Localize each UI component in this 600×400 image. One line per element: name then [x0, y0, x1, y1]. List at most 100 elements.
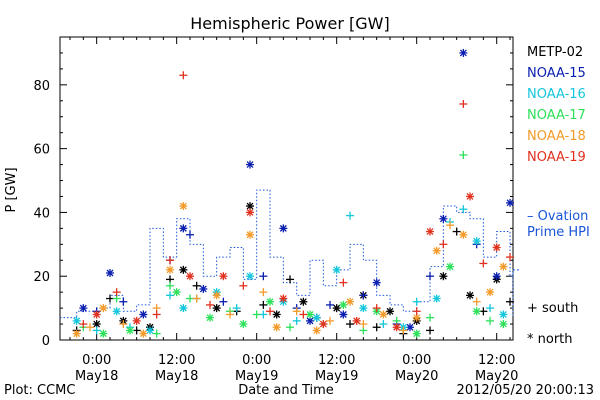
data-point [339, 310, 348, 319]
star-d2 [413, 314, 421, 322]
data-point [292, 307, 301, 316]
data-point [192, 281, 201, 290]
data-point [492, 243, 501, 252]
data-point [359, 291, 368, 300]
data-point [452, 227, 461, 236]
data-point [332, 304, 341, 313]
star-d2 [373, 279, 381, 287]
data-point [139, 310, 148, 319]
ovation-series [60, 189, 521, 319]
data-point [412, 297, 421, 306]
data-point [286, 323, 295, 332]
star-d2 [493, 272, 501, 280]
x-axis-label: Date and Time [238, 383, 334, 398]
data-point [272, 323, 281, 332]
data-point [339, 278, 348, 287]
star-d2 [73, 317, 81, 325]
star-d2 [139, 311, 147, 318]
star-d2 [473, 237, 481, 245]
data-point [319, 320, 328, 329]
data-point [426, 272, 435, 281]
data-point [259, 288, 268, 297]
data-point [432, 246, 441, 255]
y-tick-label: 0 [42, 334, 50, 349]
star-d2 [486, 288, 494, 296]
data-point [499, 262, 508, 271]
data-point [326, 300, 335, 309]
y-axis-label: P [GW] [4, 167, 19, 212]
data-point [172, 288, 181, 297]
star-d2 [459, 49, 467, 57]
data-point [179, 265, 188, 274]
data-point [119, 320, 128, 329]
data-point [299, 310, 308, 319]
data-point [506, 198, 515, 207]
data-point [246, 230, 255, 239]
data-point [279, 294, 288, 303]
data-point [499, 310, 508, 319]
star-d2 [99, 330, 107, 338]
star-d2 [466, 193, 474, 200]
data-point [472, 307, 481, 316]
y-tick-label: 40 [33, 206, 50, 221]
star-d2 [206, 314, 214, 322]
data-point [106, 294, 115, 303]
data-point [459, 99, 468, 108]
legend-entry: NOAA-15 [527, 66, 586, 81]
data-point [439, 240, 448, 249]
data-point [359, 320, 368, 329]
data-point [459, 230, 468, 239]
star-d2 [379, 311, 387, 318]
x-tick-label-date: May18 [155, 369, 198, 384]
data-point [132, 326, 141, 335]
data-point [259, 272, 268, 281]
x-tick-label-time: 0:00 [242, 353, 271, 368]
data-point [246, 160, 255, 169]
star-d2 [446, 263, 454, 271]
data-point [352, 316, 361, 325]
data-point [79, 304, 88, 313]
data-point [299, 297, 308, 306]
data-point [379, 320, 388, 329]
star-d2 [433, 295, 441, 302]
star-d2 [239, 320, 247, 328]
data-point [459, 48, 468, 57]
star-d2 [246, 208, 254, 216]
data-point [232, 304, 241, 313]
star-d2 [333, 266, 341, 274]
star-d2 [306, 311, 314, 318]
data-point [206, 313, 215, 322]
plot-frame [59, 36, 514, 341]
star-d2 [93, 311, 101, 318]
data-point [399, 326, 408, 335]
data-point [112, 288, 121, 297]
data-point [486, 304, 495, 313]
star-d2 [213, 291, 221, 299]
star-d2 [246, 231, 254, 239]
data-point [179, 224, 188, 233]
x-tick-label-date: May19 [315, 369, 358, 384]
data-point [186, 272, 195, 281]
data-point [179, 202, 188, 211]
star-d2 [386, 307, 394, 315]
star-d2 [393, 323, 401, 331]
data-point [112, 307, 121, 316]
data-point [466, 291, 475, 300]
star-d2 [279, 224, 287, 232]
star-d2 [466, 291, 474, 299]
data-point [412, 307, 421, 316]
data-points [72, 48, 515, 338]
data-point [379, 310, 388, 319]
data-point [246, 272, 255, 281]
data-point [259, 300, 268, 309]
star-d2 [313, 326, 321, 334]
data-point [506, 253, 515, 262]
data-point [286, 275, 295, 284]
data-point [239, 320, 248, 329]
star-d2 [273, 323, 281, 331]
data-point [472, 237, 481, 246]
star-d2 [439, 272, 447, 280]
star-d2 [499, 263, 507, 271]
star-d2 [133, 317, 141, 325]
data-point [99, 329, 108, 338]
